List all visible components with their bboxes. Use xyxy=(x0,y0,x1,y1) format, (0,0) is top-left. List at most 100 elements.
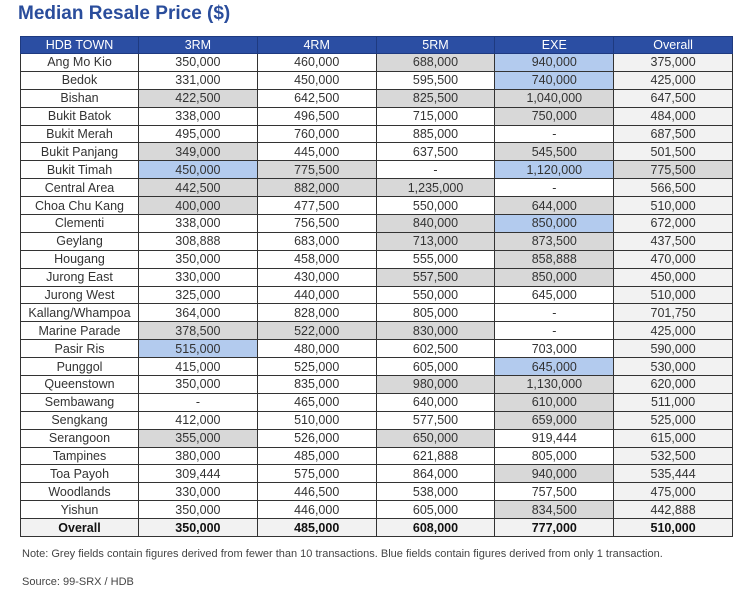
town-cell: Kallang/Whampoa xyxy=(20,303,139,323)
column-header: Overall xyxy=(613,36,733,54)
price-cell: 430,000 xyxy=(256,267,377,287)
price-cell: 412,000 xyxy=(138,410,258,430)
table-row: Geylang 308,888 683,000 713,000 873,500 437,5… xyxy=(20,231,733,251)
overall-price-cell: 510,000 xyxy=(613,518,733,538)
price-cell: 450,000 xyxy=(138,160,258,180)
price-cell: 330,000 xyxy=(138,482,258,502)
price-cell: 940,000 xyxy=(494,464,615,484)
price-cell: 309,444 xyxy=(138,464,258,484)
overall-price-cell: 777,000 xyxy=(494,518,615,538)
price-cell: 378,500 xyxy=(138,321,258,341)
table-row: Serangoon 355,000 526,000 650,000 919,444 615… xyxy=(20,428,733,448)
price-cell: 350,000 xyxy=(138,53,258,72)
price-cell: 477,500 xyxy=(256,196,377,216)
price-cell: 566,500 xyxy=(613,178,733,198)
price-cell: 864,000 xyxy=(375,464,496,484)
median-price-table: HDB TOWN 3RM 4RM 5RM EXE Overall Ang Mo … xyxy=(20,36,733,538)
town-cell: Bedok xyxy=(20,70,139,90)
price-cell: 510,000 xyxy=(256,410,377,430)
price-cell: 338,000 xyxy=(138,106,258,126)
price-cell: 620,000 xyxy=(613,375,733,394)
source-note: Source: 99-SRX / HDB xyxy=(22,576,134,588)
price-cell: 380,000 xyxy=(138,446,258,466)
price-cell: 644,000 xyxy=(494,196,615,216)
price-cell: 885,000 xyxy=(375,124,496,144)
town-cell: Queenstown xyxy=(20,375,139,394)
table-row: Queenstown 350,000 835,000 980,000 1,130,000… xyxy=(20,375,733,394)
price-cell: 980,000 xyxy=(375,375,496,394)
overall-price-cell: 608,000 xyxy=(375,518,496,538)
price-cell: 538,000 xyxy=(375,482,496,502)
table-row: Bukit Batok 338,000 496,500 715,000 750,000 4… xyxy=(20,106,733,126)
town-cell: Pasir Ris xyxy=(20,339,139,359)
table-row: Punggol 415,000 525,000 605,000 645,000 530,0… xyxy=(20,357,733,377)
price-cell: 834,500 xyxy=(494,500,615,520)
table-row: Bukit Panjang 349,000 445,000 637,500 545,50… xyxy=(20,142,733,162)
town-cell: Central Area xyxy=(20,178,139,198)
overall-row: Overall 350,000 485,000 608,000 777,000 510,0… xyxy=(20,518,733,538)
price-cell: 485,000 xyxy=(256,446,377,466)
town-cell: Woodlands xyxy=(20,482,139,502)
price-cell: 484,000 xyxy=(613,106,733,126)
price-cell: 458,000 xyxy=(256,249,377,269)
price-cell: 355,000 xyxy=(138,428,258,448)
price-cell: - xyxy=(494,303,615,323)
table-row: Central Area 442,500 882,000 1,235,000-566,… xyxy=(20,178,733,198)
table-row: Kallang/Whampoa 364,000 828,000 805,000-701… xyxy=(20,303,733,323)
price-cell: 525,000 xyxy=(256,357,377,377)
town-cell: Serangoon xyxy=(20,428,139,448)
town-cell: Ang Mo Kio xyxy=(20,53,139,72)
price-cell: 364,000 xyxy=(138,303,258,323)
price-cell: 480,000 xyxy=(256,339,377,359)
price-cell: 450,000 xyxy=(613,267,733,287)
town-cell: Sembawang xyxy=(20,392,139,412)
price-cell: 850,000 xyxy=(494,214,615,233)
overall-price-cell: 350,000 xyxy=(138,518,258,538)
price-cell: 522,000 xyxy=(256,321,377,341)
town-cell: Choa Chu Kang xyxy=(20,196,139,216)
price-cell: 375,000 xyxy=(613,53,733,72)
price-cell: 740,000 xyxy=(494,70,615,90)
town-cell: Bukit Merah xyxy=(20,124,139,144)
price-cell: 550,000 xyxy=(375,196,496,216)
price-cell: 511,000 xyxy=(613,392,733,412)
table-row: Toa Payoh 309,444 575,000 864,000 940,000 535… xyxy=(20,464,733,484)
price-cell: 715,000 xyxy=(375,106,496,126)
price-cell: 687,500 xyxy=(613,124,733,144)
town-cell: Punggol xyxy=(20,357,139,377)
town-cell: Bukit Batok xyxy=(20,106,139,126)
price-cell: 442,500 xyxy=(138,178,258,198)
town-cell: Jurong West xyxy=(20,285,139,305)
price-cell: 750,000 xyxy=(494,106,615,126)
table-row: Jurong West 325,000 440,000 550,000 645,000 5… xyxy=(20,285,733,305)
price-cell: 775,500 xyxy=(613,160,733,180)
column-header: EXE xyxy=(494,36,615,54)
town-cell: Clementi xyxy=(20,214,139,233)
town-cell: Marine Parade xyxy=(20,321,139,341)
column-header: 5RM xyxy=(375,36,496,54)
price-cell: 701,750 xyxy=(613,303,733,323)
price-cell: 450,000 xyxy=(256,70,377,90)
price-cell: - xyxy=(494,321,615,341)
price-cell: 555,000 xyxy=(375,249,496,269)
price-cell: 1,235,000 xyxy=(375,178,496,198)
price-cell: 683,000 xyxy=(256,231,377,251)
price-cell: 475,000 xyxy=(613,482,733,502)
price-cell: 615,000 xyxy=(613,428,733,448)
table-row: Pasir Ris 515,000 480,000 602,500 703,000 590… xyxy=(20,339,733,359)
table-row: Bukit Timah 450,000 775,500-1,120,000 775,5… xyxy=(20,160,733,180)
price-cell: 425,000 xyxy=(613,321,733,341)
table-row: Ang Mo Kio 350,000 460,000 688,000 940,000 37… xyxy=(20,53,733,72)
price-cell: 595,500 xyxy=(375,70,496,90)
price-cell: 496,500 xyxy=(256,106,377,126)
price-cell: 349,000 xyxy=(138,142,258,162)
price-cell: 640,000 xyxy=(375,392,496,412)
price-cell: 501,500 xyxy=(613,142,733,162)
price-cell: 919,444 xyxy=(494,428,615,448)
price-cell: 425,000 xyxy=(613,70,733,90)
table-row: Sembawang -465,000 640,000 610,000 511,000 xyxy=(20,392,733,412)
table-row: Marine Parade 378,500 522,000 830,000-425,0… xyxy=(20,321,733,341)
price-cell: - xyxy=(375,160,496,180)
town-cell: Hougang xyxy=(20,249,139,269)
table-row: Clementi 338,000 756,500 840,000 850,000 672,… xyxy=(20,214,733,233)
